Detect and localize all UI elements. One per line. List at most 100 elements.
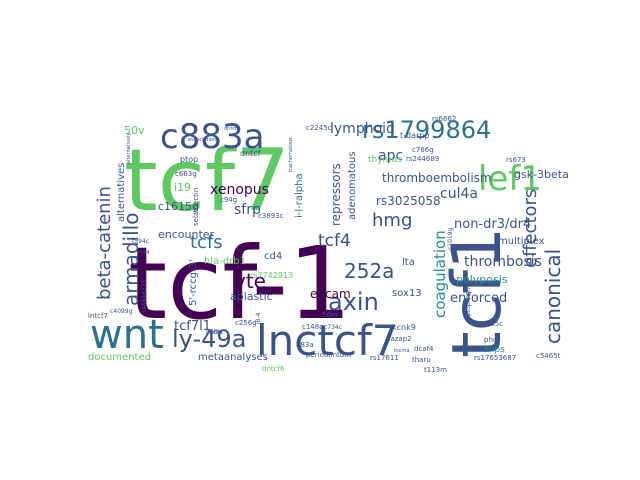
cloud-word: canonical xyxy=(541,249,565,344)
cloud-word: documented xyxy=(88,352,151,363)
cloud-word: vte xyxy=(234,269,266,293)
cloud-word: c734c xyxy=(324,324,342,331)
cloud-word: tcf-1 xyxy=(128,225,352,342)
cloud-word: 5'-rccg-3' xyxy=(188,259,199,306)
cloud-word: armadillo xyxy=(119,213,143,306)
cloud-word: thromboembolism xyxy=(382,171,492,185)
cloud-word: dazap2 xyxy=(386,335,412,343)
cloud-word: tcf7l1 xyxy=(174,319,211,334)
cloud-word: adenomatous xyxy=(347,151,358,220)
cloud-word: lta xyxy=(402,257,415,268)
cloud-word: epcam xyxy=(310,287,351,301)
cloud-word: dcaf4 xyxy=(414,345,434,353)
cloud-word: ly-49a xyxy=(172,325,246,353)
cloud-word: lncrna xyxy=(394,348,410,354)
cloud-word: sfrp xyxy=(234,202,261,218)
cloud-word: t594c xyxy=(132,238,149,245)
cloud-word: i19 xyxy=(174,181,191,194)
cloud-word: effectors xyxy=(520,189,541,268)
cloud-word: ptop xyxy=(180,155,198,164)
cloud-word: beta-catenin xyxy=(94,186,115,300)
cloud-word: aplastic xyxy=(230,290,273,303)
cloud-word: lntcf7 xyxy=(88,312,108,320)
cloud-word: rs244689 xyxy=(406,155,439,163)
cloud-word: multiplex xyxy=(498,236,545,247)
cloud-word: rs17653687 xyxy=(474,354,516,362)
cloud-word: lnctcf7 xyxy=(256,316,398,365)
cloud-word: 56m xyxy=(322,311,338,319)
cloud-word: axin xyxy=(328,288,379,316)
cloud-word: c1615g xyxy=(158,200,199,213)
cloud-word: alternatively xyxy=(126,133,132,164)
cloud-word: i-l-ralpha xyxy=(294,173,305,218)
cloud-word: dntcf6 xyxy=(262,365,285,373)
cloud-word: alternatives xyxy=(116,163,127,222)
cloud-word: rs17611 xyxy=(370,354,399,362)
cloud-word: c455c xyxy=(482,320,503,328)
cloud-word: c94g xyxy=(220,196,237,204)
cloud-word: selamectin xyxy=(192,188,200,226)
cloud-word: thymus xyxy=(368,155,402,165)
cloud-word: thrombosis xyxy=(464,254,542,270)
cloud-word: coagulation xyxy=(431,230,449,318)
cloud-word: apc xyxy=(378,148,403,164)
cloud-word: c766g xyxy=(412,146,434,154)
cloud-word: hla-drb1 xyxy=(204,256,246,267)
cloud-word: c148c xyxy=(302,323,323,331)
cloud-word: tcf1 xyxy=(438,227,517,358)
cloud-word: c4099g xyxy=(110,308,133,315)
cloud-word: periodontum xyxy=(306,351,351,359)
cloud-word: xenopus xyxy=(210,182,269,198)
cloud-word: rs7742913 xyxy=(250,271,293,280)
cloud-word: rs6662 xyxy=(432,115,456,123)
cloud-word: non-dr3/dr4 xyxy=(454,217,531,232)
cloud-word: dntcf1 xyxy=(224,126,240,132)
cloud-word: lymphoid xyxy=(330,121,395,137)
cloud-word: polyposis xyxy=(456,273,508,286)
cloud-word: t113m xyxy=(424,366,447,374)
cloud-word: t-darpp xyxy=(400,131,429,140)
cloud-word: rs1799864 xyxy=(362,116,491,144)
cloud-word: phcc xyxy=(484,336,501,344)
cloud-word: rs673 xyxy=(506,156,526,164)
cloud-word: wnt xyxy=(90,312,164,358)
cloud-word: metaanalyses xyxy=(198,352,268,363)
cloud-word: enforced xyxy=(450,291,507,306)
cloud-word: repressors xyxy=(329,163,343,226)
cloud-word: rs3025058 xyxy=(376,194,441,208)
cloud-word: c268t xyxy=(206,329,224,336)
cloud-word: tcfs xyxy=(190,232,223,253)
cloud-word: dntcf xyxy=(240,149,261,158)
cloud-word: 26thr xyxy=(206,329,223,336)
cloud-word: cul4a xyxy=(440,186,478,202)
cloud-word: c256g xyxy=(235,319,257,327)
cloud-word: 883a xyxy=(296,341,314,349)
cloud-word: associations xyxy=(188,137,219,143)
cloud-word: rs4444235 xyxy=(141,280,148,312)
cloud-word: snps xyxy=(484,345,505,355)
cloud-word: c5465t xyxy=(536,352,561,360)
cloud-word: tcf7 xyxy=(124,131,290,231)
cloud-word: hmg xyxy=(372,210,412,231)
cloud-word: tharu xyxy=(412,356,431,364)
cloud-word: encounter xyxy=(158,228,215,241)
cloud-word: gsk-3beta xyxy=(514,168,569,181)
cloud-word: i8-4 xyxy=(255,312,262,324)
cloud-word: sox13 xyxy=(392,288,422,299)
cloud-word: c3893c xyxy=(258,212,284,220)
cloud-word: c883a xyxy=(160,117,264,157)
cloud-word: trachomatous xyxy=(288,137,294,172)
cloud-word: c1019g xyxy=(447,227,454,250)
cloud-word: ptopflash xyxy=(465,288,472,316)
cloud-word: c663g xyxy=(175,170,197,178)
cloud-word: kcnk9 xyxy=(392,323,416,332)
cloud-word: t594 xyxy=(138,250,150,256)
cloud-word: 252a xyxy=(344,259,394,283)
cloud-word: lef1 xyxy=(478,159,542,199)
cloud-word: 50v xyxy=(124,124,145,137)
cloud-word: tcf4 xyxy=(318,231,351,251)
cloud-word: c2245c xyxy=(306,124,332,132)
